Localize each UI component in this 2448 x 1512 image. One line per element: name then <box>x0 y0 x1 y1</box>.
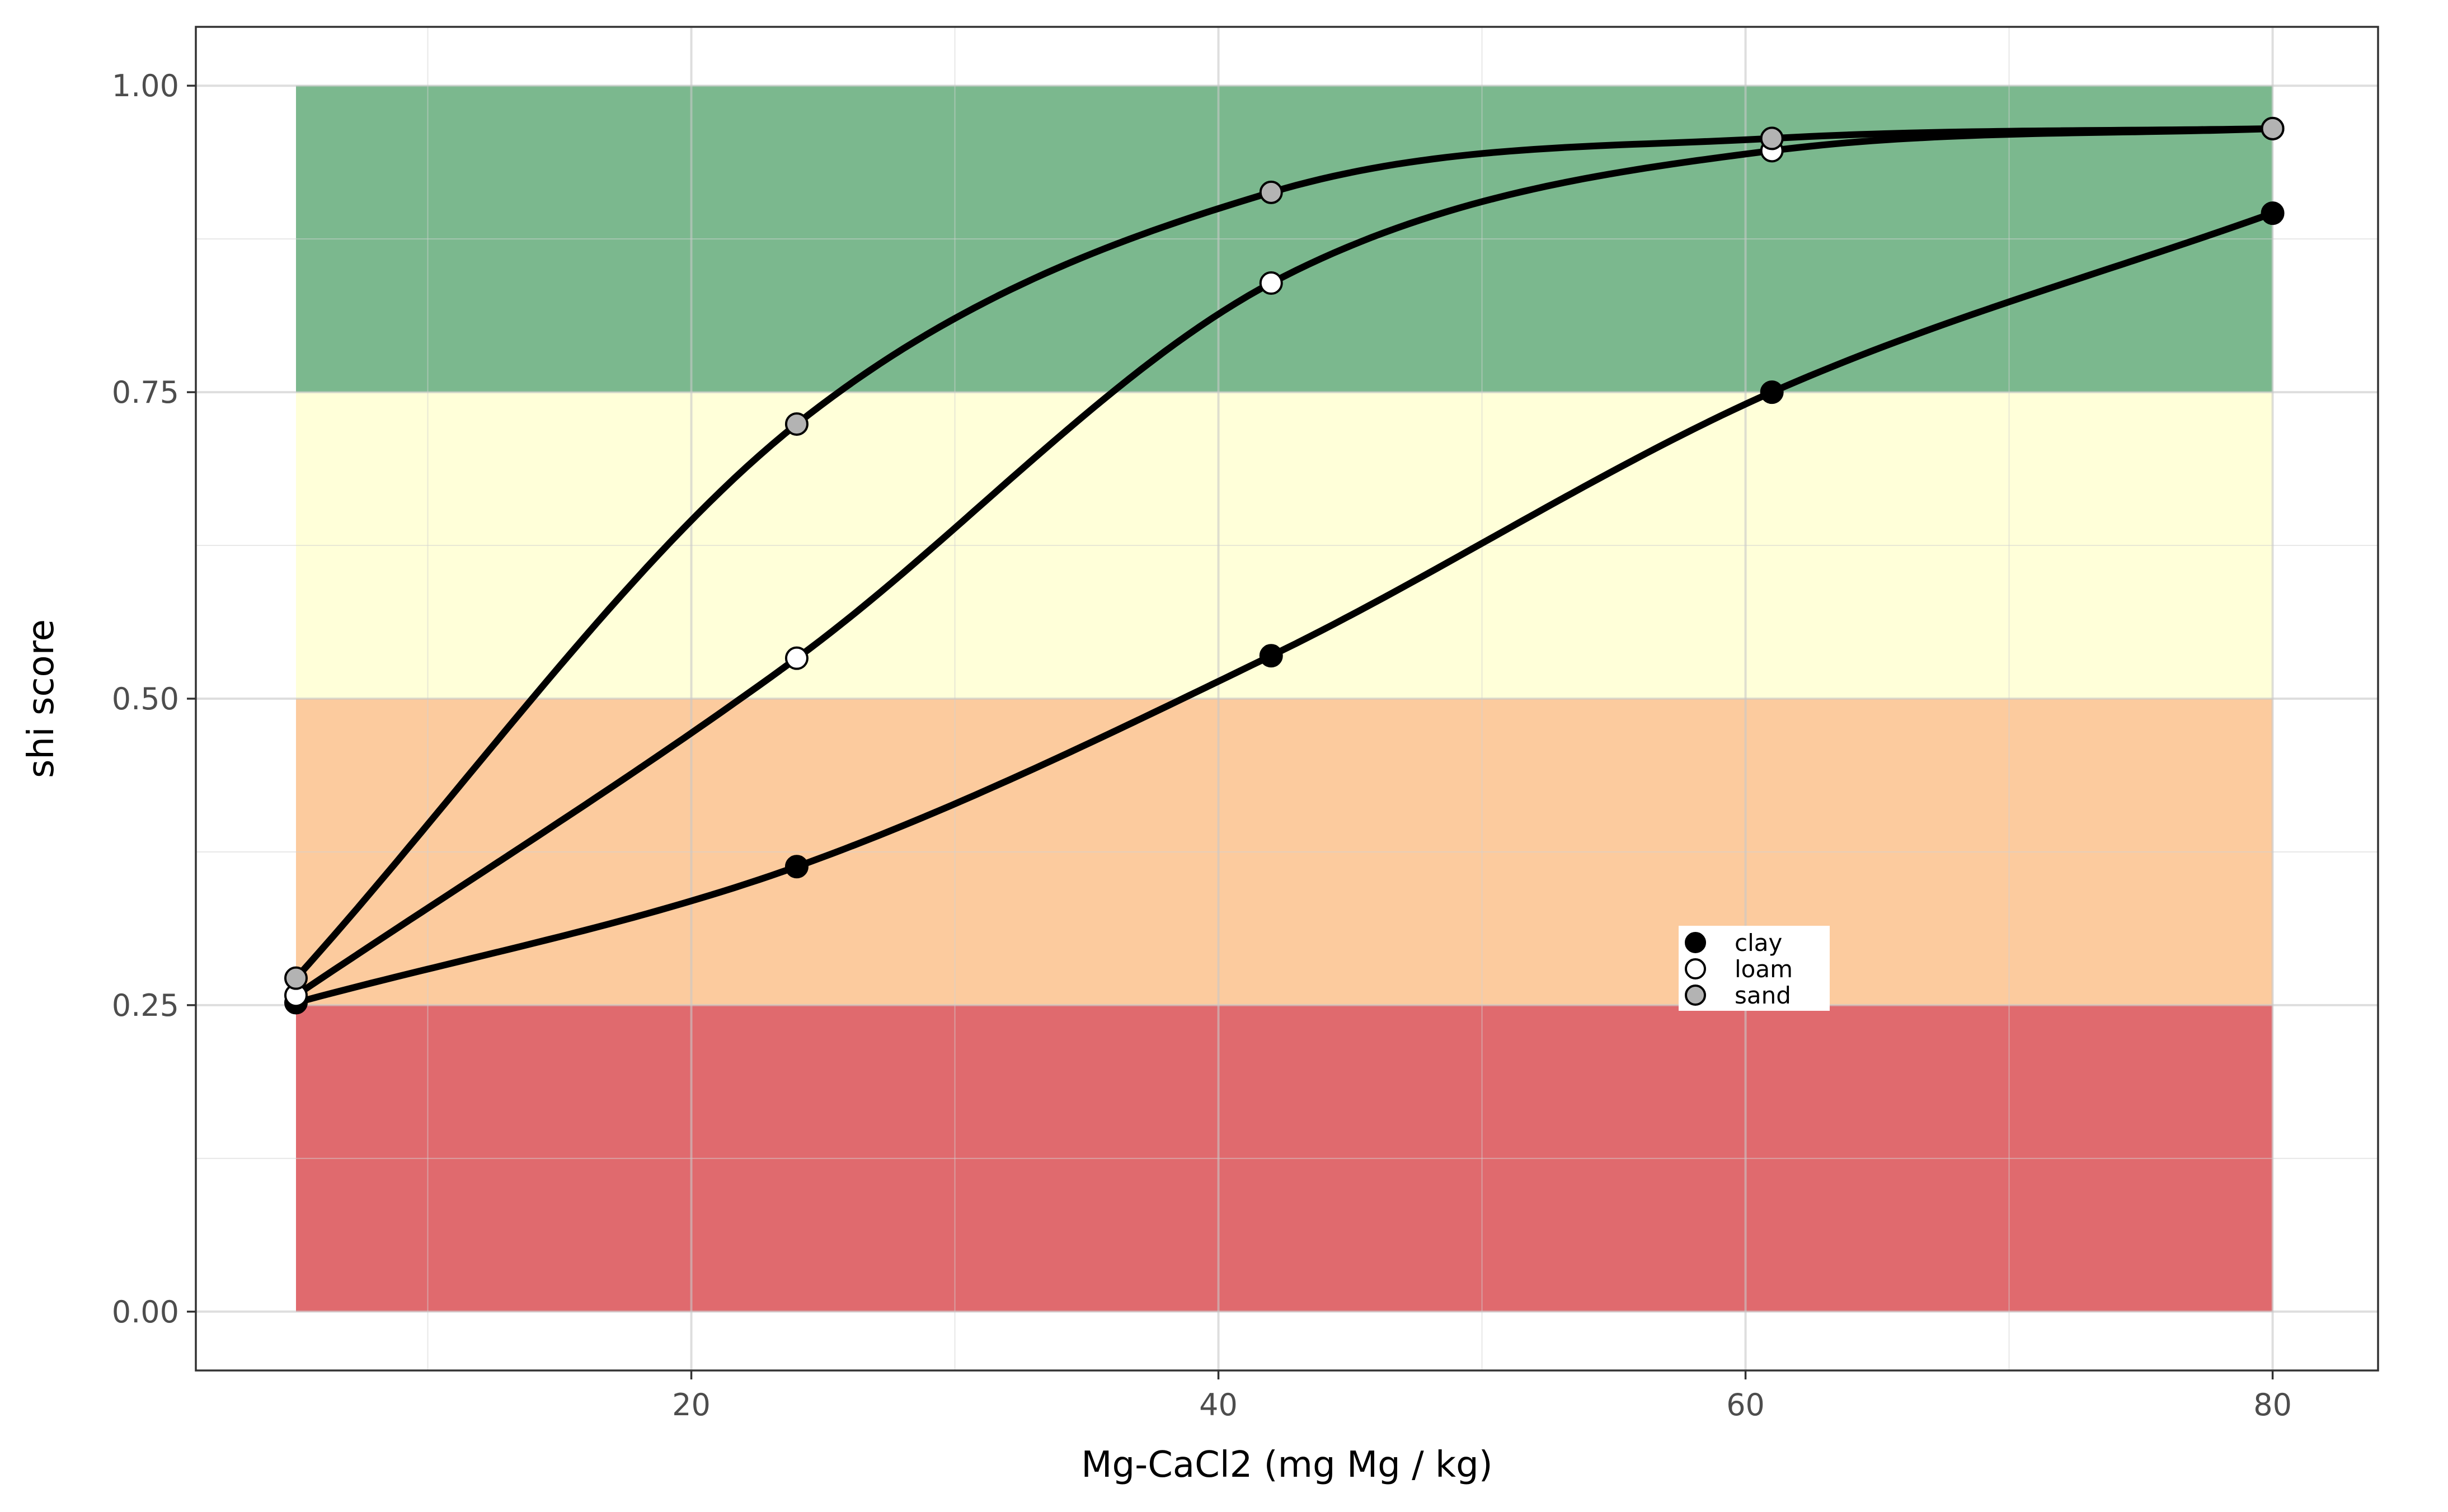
legend-label-clay: clay <box>1735 929 1782 957</box>
y-axis-title: shi score <box>21 619 62 778</box>
y-tick-label: 0.75 <box>112 375 179 410</box>
data-point-clay <box>784 855 809 879</box>
x-tick-label: 60 <box>1726 1387 1765 1422</box>
legend-key-clay <box>1685 932 1706 953</box>
x-axis-title: Mg-CaCl2 (mg Mg / kg) <box>1081 1444 1492 1486</box>
data-point-sand <box>284 966 308 990</box>
x-tick-label: 80 <box>2253 1387 2292 1422</box>
data-point-clay <box>1259 644 1283 668</box>
data-point-sand <box>1259 180 1283 204</box>
data-point-loam <box>1259 271 1283 295</box>
legend-label-sand: sand <box>1735 982 1791 1009</box>
data-point-clay <box>2261 201 2285 225</box>
y-tick-label: 0.25 <box>112 988 179 1023</box>
y-tick-label: 0.00 <box>112 1294 179 1330</box>
data-point-sand <box>2261 116 2285 140</box>
data-point-clay <box>1760 380 1784 404</box>
data-point-sand <box>784 412 809 436</box>
axis-ticks: 20 40 60 80 0.00 0.25 0.50 0.75 1.00 <box>112 68 2292 1422</box>
data-point-loam <box>784 646 809 670</box>
y-tick-label: 1.00 <box>112 68 179 103</box>
legend-key-sand <box>1685 985 1706 1006</box>
data-point-sand <box>1760 126 1784 150</box>
legend-key-loam <box>1685 958 1706 979</box>
legend-label-loam: loam <box>1735 955 1793 983</box>
x-tick-label: 20 <box>672 1387 711 1422</box>
grid-lines <box>196 27 2378 1370</box>
x-tick-label: 40 <box>1199 1387 1238 1422</box>
series-points <box>284 116 2285 1015</box>
y-tick-label: 0.50 <box>112 681 179 717</box>
